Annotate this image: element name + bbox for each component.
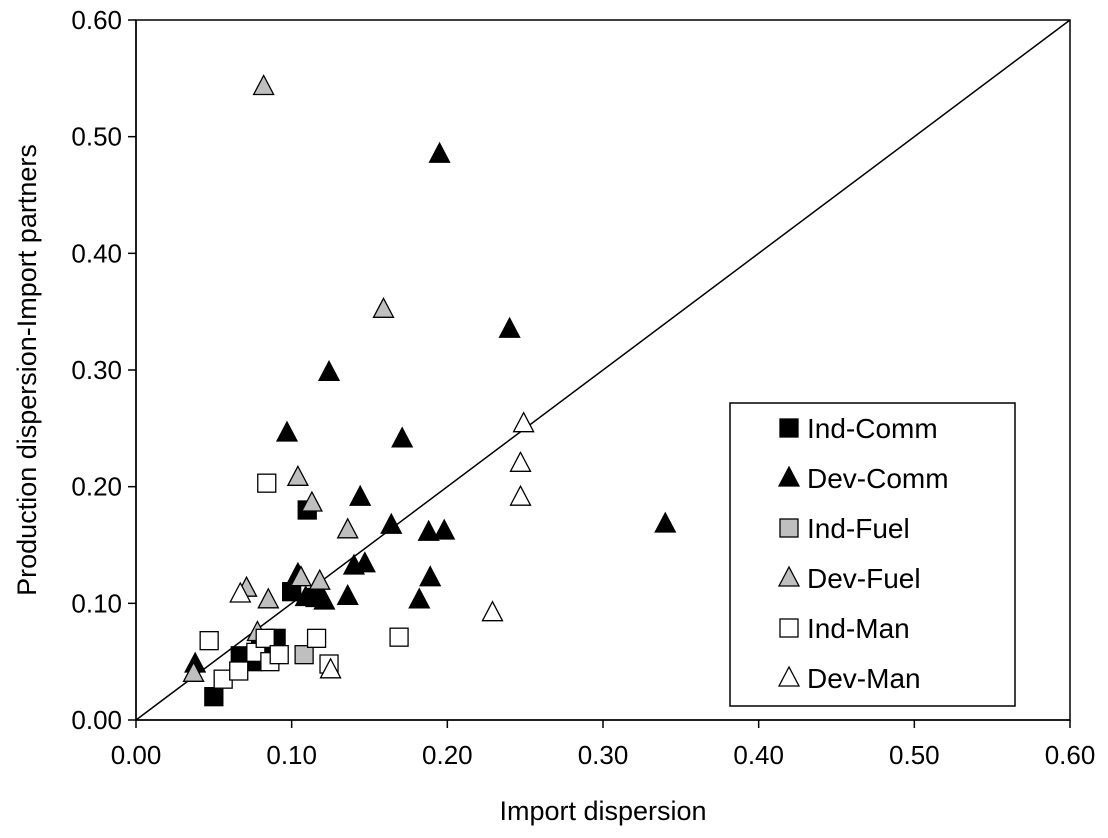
y-axis-ticks: 0.00 0.10 0.20 0.30 0.40 0.50 0.60 — [71, 5, 136, 735]
data-point — [308, 568, 331, 590]
data-point — [481, 600, 504, 622]
data-point — [336, 583, 359, 605]
x-tick-label: 0.50 — [889, 740, 940, 770]
x-tick-label: 0.00 — [111, 740, 162, 770]
legend-label: Dev-Comm — [807, 463, 949, 494]
y-tick-label: 0.40 — [71, 238, 122, 268]
legend-label: Dev-Fuel — [807, 563, 921, 594]
x-tick-label: 0.40 — [733, 740, 784, 770]
data-point — [509, 450, 532, 472]
data-point — [654, 511, 677, 533]
legend-marker — [779, 418, 799, 438]
data-point — [294, 645, 314, 665]
y-tick-label: 0.60 — [71, 5, 122, 35]
legend-marker — [779, 518, 799, 538]
data-point — [419, 565, 442, 587]
legend-marker — [779, 618, 799, 638]
data-point — [289, 565, 313, 587]
data-point — [317, 359, 341, 381]
legend-label: Ind-Comm — [807, 413, 938, 444]
data-point — [391, 426, 414, 448]
data-point — [300, 490, 323, 512]
data-point — [349, 484, 372, 506]
data-point — [252, 74, 275, 96]
data-point — [286, 464, 309, 486]
legend-label: Ind-Fuel — [807, 513, 910, 544]
data-points — [182, 74, 677, 707]
data-point — [275, 420, 299, 442]
data-point — [433, 518, 456, 540]
x-tick-label: 0.10 — [266, 740, 317, 770]
data-point — [306, 628, 327, 648]
x-tick-label: 0.60 — [1045, 740, 1096, 770]
x-tick-label: 0.20 — [422, 740, 473, 770]
y-tick-label: 0.10 — [71, 588, 122, 618]
data-point — [417, 519, 440, 541]
legend-label: Ind-Man — [807, 613, 910, 644]
data-point — [512, 411, 535, 433]
data-point — [255, 628, 275, 648]
data-point — [204, 687, 224, 707]
data-point — [199, 631, 219, 651]
legend-marker — [777, 665, 801, 687]
series-ind-man — [199, 473, 409, 689]
data-point — [182, 660, 205, 682]
data-point — [389, 627, 409, 647]
data-point — [229, 661, 249, 681]
data-point — [509, 484, 532, 506]
series-dev-man — [229, 411, 535, 679]
x-axis-title: Import dispersion — [499, 796, 706, 826]
y-tick-label: 0.30 — [71, 355, 122, 385]
series-ind-fuel — [294, 645, 314, 665]
y-axis-title: Production dispersion-Import partners — [12, 144, 42, 596]
data-point — [269, 645, 289, 665]
x-axis-ticks: 0.00 0.10 0.20 0.30 0.40 0.50 0.60 — [111, 720, 1096, 770]
y-tick-label: 0.50 — [71, 122, 122, 152]
legend-marker — [777, 565, 801, 587]
legend-box — [729, 402, 1016, 707]
data-point — [257, 587, 280, 609]
data-point — [408, 587, 431, 609]
legend-marker — [777, 465, 801, 487]
data-point — [498, 316, 521, 338]
legend-label: Dev-Man — [807, 663, 921, 694]
data-point — [313, 588, 336, 610]
y-tick-label: 0.20 — [71, 472, 122, 502]
data-point — [336, 517, 359, 539]
x-tick-label: 0.30 — [578, 740, 629, 770]
legend: Ind-Comm Dev-Comm Ind-Fuel Dev-Fuel Ind-Man D… — [729, 402, 1016, 707]
data-point — [319, 657, 342, 679]
data-point — [428, 141, 451, 163]
data-point — [257, 473, 277, 493]
data-point — [229, 581, 252, 603]
data-point — [380, 512, 403, 534]
y-tick-label: 0.00 — [71, 705, 122, 735]
data-point — [294, 585, 317, 607]
data-point — [372, 296, 395, 318]
reference-line — [135, 19, 1071, 721]
data-point — [353, 551, 376, 573]
